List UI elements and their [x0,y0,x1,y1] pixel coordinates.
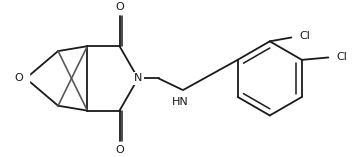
Text: N: N [134,73,142,83]
Text: O: O [115,145,124,155]
Text: Cl: Cl [336,52,347,62]
Text: O: O [115,2,124,12]
Text: O: O [14,73,23,83]
Text: HN: HN [172,97,188,107]
Text: Cl: Cl [299,31,310,41]
